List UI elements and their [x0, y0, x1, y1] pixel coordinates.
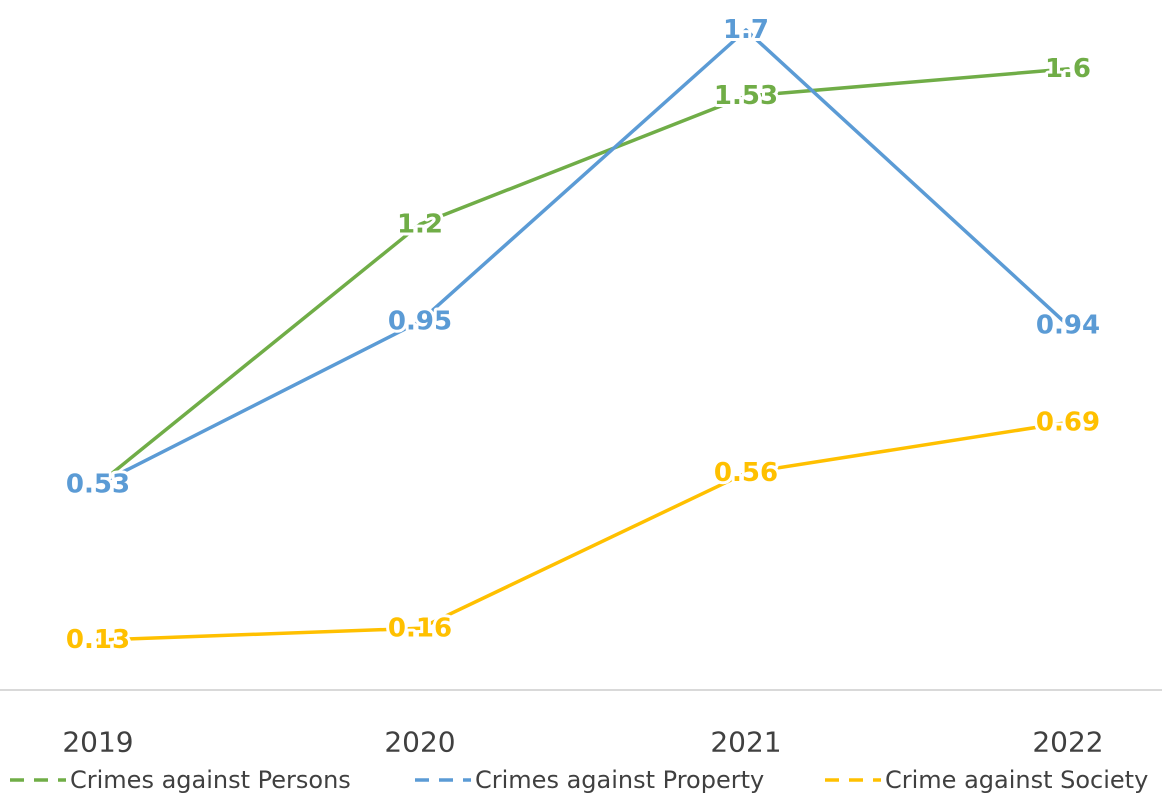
data-label-crimes-against-property-2019: 0.53	[66, 470, 130, 500]
data-label-layer: 1.2 1.53 1.6 0.53 0.95 1.7 0.94 0.13 0.16 0.56 0.6…	[63, 12, 1103, 658]
x-tick-label-2019: 2019	[62, 726, 133, 759]
data-label-crime-against-society-2019: 0.13	[66, 625, 130, 655]
data-label-crime-against-society-2022: 0.69	[1036, 407, 1100, 437]
legend-label-crimes-against-persons: Crimes against Persons	[70, 766, 351, 794]
series-line-crime-against-society	[96, 420, 1070, 642]
x-tick-label-2022: 2022	[1032, 726, 1103, 759]
data-label-crime-against-society-2020: 0.16	[388, 613, 452, 643]
series-line-crimes-against-property	[96, 28, 1070, 487]
data-label-crimes-against-property-2020: 0.95	[388, 306, 452, 336]
data-label-crimes-against-property-2021: 1.7	[723, 15, 769, 45]
legend: Crimes against Persons Crimes against Pro…	[10, 766, 1148, 794]
data-label-crimes-against-persons-2020: 1.2	[397, 209, 443, 239]
series-layer	[96, 28, 1070, 642]
data-label-crime-against-society-2021: 0.56	[714, 458, 778, 488]
x-tick-label-2021: 2021	[710, 726, 781, 759]
x-tick-labels: 2019 2020 2021 2022	[62, 726, 1103, 759]
data-label-crimes-against-persons-2022: 1.6	[1045, 54, 1091, 84]
x-tick-label-2020: 2020	[384, 726, 455, 759]
legend-label-crimes-against-property: Crimes against Property	[475, 766, 764, 794]
data-label-crimes-against-persons-2021: 1.53	[714, 81, 778, 111]
legend-label-crime-against-society: Crime against Society	[885, 766, 1148, 794]
data-label-crimes-against-property-2022: 0.94	[1036, 310, 1100, 340]
series-line-crimes-against-persons	[96, 67, 1070, 487]
